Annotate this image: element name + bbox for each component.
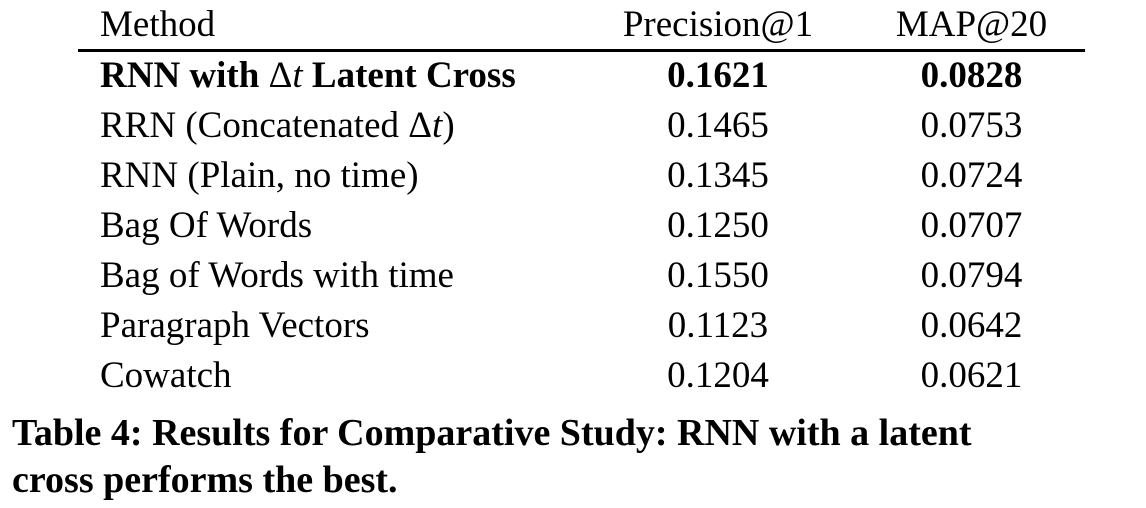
- method-cell: RNN (Plain, no time): [100, 154, 419, 196]
- caption-line-2: cross performs the best.: [12, 459, 398, 501]
- math-t-variable: t: [292, 55, 303, 97]
- precision-cell: 0.1550: [667, 254, 769, 296]
- column-header-method: Method: [100, 3, 216, 45]
- map-cell: 0.0621: [920, 354, 1023, 396]
- map-cell: 0.0642: [920, 304, 1023, 346]
- table-row-rnn-latent-cross: RNN with Δt Latent Cross 0.1621 0.0828: [78, 50, 1085, 100]
- table-row-rnn-plain: RNN (Plain, no time) 0.1345 0.0724: [78, 150, 1085, 200]
- table-row-paragraph-vectors: Paragraph Vectors 0.1123 0.0642: [78, 300, 1085, 350]
- map-cell: 0.0753: [920, 104, 1023, 146]
- method-text: RNN with: [100, 55, 269, 97]
- math-t-variable: t: [432, 104, 443, 146]
- method-cell: Cowatch: [100, 354, 232, 396]
- table-row-rrn-concatenated: RRN (Concatenated Δt) 0.1465 0.0753: [78, 100, 1085, 150]
- precision-cell: 0.1345: [667, 154, 769, 196]
- method-cell: Paragraph Vectors: [100, 304, 370, 346]
- delta-symbol: Δ: [408, 104, 433, 146]
- table-row-bag-of-words-time: Bag of Words with time 0.1550 0.0794: [78, 250, 1085, 300]
- column-header-precision: Precision@1: [622, 3, 814, 45]
- method-cell: Bag of Words with time: [100, 254, 454, 296]
- map-cell: 0.0794: [920, 254, 1023, 296]
- results-table: Method Precision@1 MAP@20 RNN with Δt La…: [78, 0, 1085, 400]
- precision-cell: 0.1250: [667, 204, 769, 246]
- table-header-row: Method Precision@1 MAP@20: [78, 0, 1085, 50]
- precision-cell: 0.1465: [667, 104, 769, 146]
- precision-cell: 0.1204: [667, 354, 769, 396]
- method-text: ): [442, 104, 455, 146]
- table-row-cowatch: Cowatch 0.1204 0.0621: [78, 350, 1085, 400]
- precision-cell: 0.1123: [667, 304, 769, 346]
- map-cell: 0.0707: [920, 204, 1023, 246]
- table-caption: Table 4: Results for Comparative Study: …: [12, 410, 1146, 504]
- delta-symbol: Δ: [268, 55, 293, 97]
- method-text: RRN (Concatenated: [100, 104, 409, 146]
- method-cell: Bag Of Words: [100, 204, 313, 246]
- map-cell: 0.0724: [920, 154, 1023, 196]
- map-cell: 0.0828: [920, 55, 1023, 97]
- caption-line-1: Table 4: Results for Comparative Study: …: [12, 412, 972, 454]
- column-header-map: MAP@20: [895, 3, 1048, 45]
- method-cell: RNN with Δt Latent Cross: [78, 50, 578, 100]
- method-cell: RRN (Concatenated Δt): [78, 100, 578, 150]
- precision-cell: 0.1621: [667, 55, 769, 97]
- table-row-bag-of-words: Bag Of Words 0.1250 0.0707: [78, 200, 1085, 250]
- method-text: Latent Cross: [302, 55, 516, 97]
